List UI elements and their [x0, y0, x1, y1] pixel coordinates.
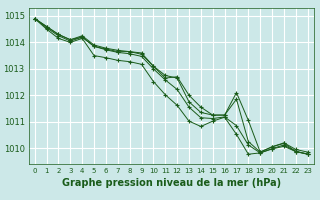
X-axis label: Graphe pression niveau de la mer (hPa): Graphe pression niveau de la mer (hPa) — [62, 178, 281, 188]
